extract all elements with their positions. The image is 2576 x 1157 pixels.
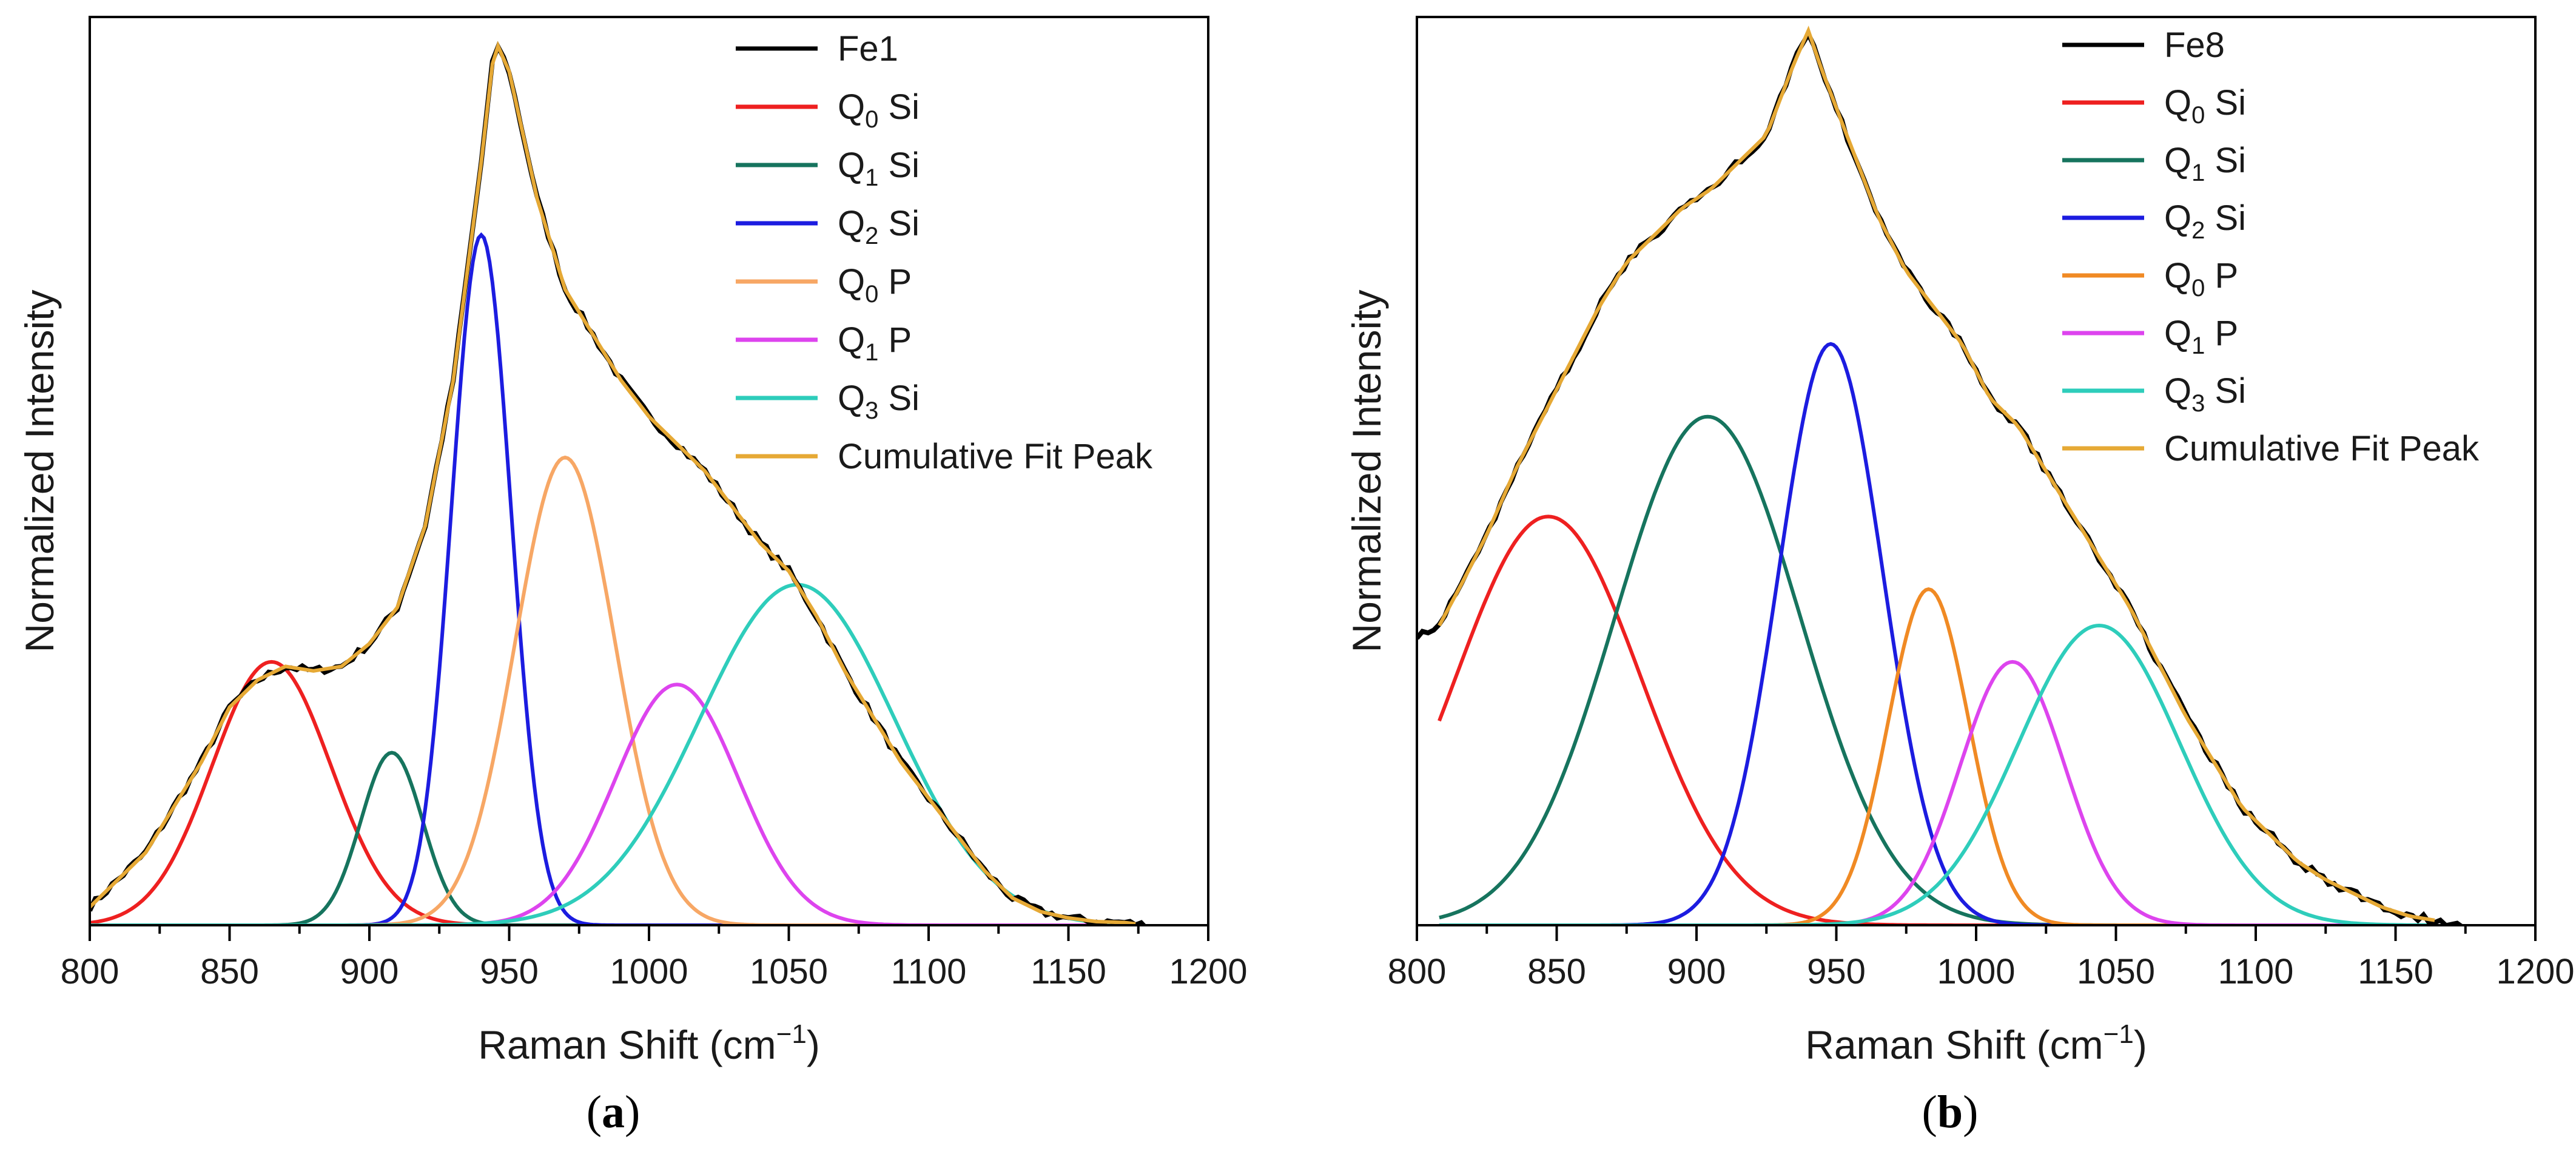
legend-label: Cumulative Fit Peak — [2164, 429, 2480, 468]
fit-curve-q1-p — [90, 683, 1138, 925]
x-tick-label: 1100 — [2218, 952, 2294, 991]
legend: Fe1 Q0 Si Q1 Si Q2 Si Q0 P Q1 P Q3 Si Cumulativ… — [736, 29, 1153, 476]
plot-frame — [1416, 16, 2537, 926]
fit-curve-q1-p — [1439, 659, 2438, 925]
fit-curve-q2-si — [90, 232, 1138, 925]
fit-curve-q0-p — [90, 455, 1138, 925]
chart-panel-a: 800 850 900 950 1000 1050 1100 1150 1200 Raman Sh… — [17, 16, 1248, 1067]
legend-label: Q1 Si — [2164, 141, 2246, 186]
legend-label: Q0 Si — [838, 87, 920, 133]
data-curve-fe8 — [1417, 29, 2464, 925]
y-axis-title: Normalized Intensity — [17, 290, 62, 653]
x-tick-label: 950 — [480, 952, 539, 991]
x-tick-label: 800 — [1388, 952, 1447, 991]
x-tick-label: 1200 — [1169, 952, 1247, 991]
x-tick-label: 1050 — [2077, 952, 2155, 991]
legend-label: Q2 Si — [2164, 198, 2246, 244]
x-tick-label: 1000 — [1937, 952, 2015, 991]
plot-area — [1417, 25, 2464, 925]
legend-label: Q1 P — [2164, 314, 2238, 359]
chart-panel-b: 800 850 900 950 1000 1050 1100 1150 1200 Raman Sh… — [1344, 16, 2575, 1067]
x-tick-label: 1100 — [891, 952, 967, 991]
legend-label: Q0 P — [838, 262, 912, 308]
fit-curve-q1-si — [1439, 414, 2438, 925]
legend-label: Q3 Si — [2164, 371, 2246, 417]
x-tick-label: 800 — [61, 952, 119, 991]
x-tick-label: 1150 — [2358, 952, 2433, 991]
x-tick-label: 1050 — [750, 952, 828, 991]
legend-label: Q0 P — [2164, 256, 2238, 302]
legend-label: Cumulative Fit Peak — [838, 437, 1153, 476]
x-tick-label: 900 — [340, 952, 399, 991]
x-tick-label: 850 — [1527, 952, 1586, 991]
legend-label: Q1 P — [838, 320, 912, 366]
legend: Fe8 Q0 Si Q1 Si Q2 Si Q0 P Q1 P Q3 Si Cumulativ… — [2062, 25, 2480, 468]
legend-label: Fe8 — [2164, 25, 2225, 65]
cumulative-fit-curve — [90, 41, 1136, 925]
panel-label-b: (b) — [1922, 1087, 1979, 1138]
legend-label: Q2 Si — [838, 204, 920, 249]
fit-curve-q3-si — [1439, 623, 2438, 925]
fit-curve-q0-si — [90, 659, 1138, 925]
plot-frame — [89, 16, 1209, 926]
x-tick-label: 1150 — [1031, 952, 1106, 991]
y-axis-title: Normalized Intensity — [1344, 290, 1389, 653]
cumulative-fit-curve — [1438, 25, 2435, 922]
legend-label: Q3 Si — [838, 379, 920, 424]
legend-label: Q0 Si — [2164, 83, 2246, 129]
fit-curve-q0-p — [1439, 587, 2438, 925]
plot-area — [90, 41, 1147, 925]
x-tick-label: 1200 — [2496, 952, 2574, 991]
fit-curve-q0-si — [1438, 514, 2438, 925]
x-tick-label: 950 — [1807, 952, 1866, 991]
x-tick-label: 900 — [1667, 952, 1726, 991]
data-curve-fe1 — [90, 41, 1147, 925]
x-axis-title: Raman Shift (cm−1) — [1805, 1019, 2147, 1067]
panel-label-a: (a) — [586, 1087, 641, 1138]
x-axis-title: Raman Shift (cm−1) — [478, 1019, 820, 1067]
legend-label: Q1 Si — [838, 146, 920, 191]
legend-label: Fe1 — [838, 29, 898, 69]
x-tick-label: 1000 — [610, 952, 688, 991]
x-tick-label: 850 — [200, 952, 259, 991]
